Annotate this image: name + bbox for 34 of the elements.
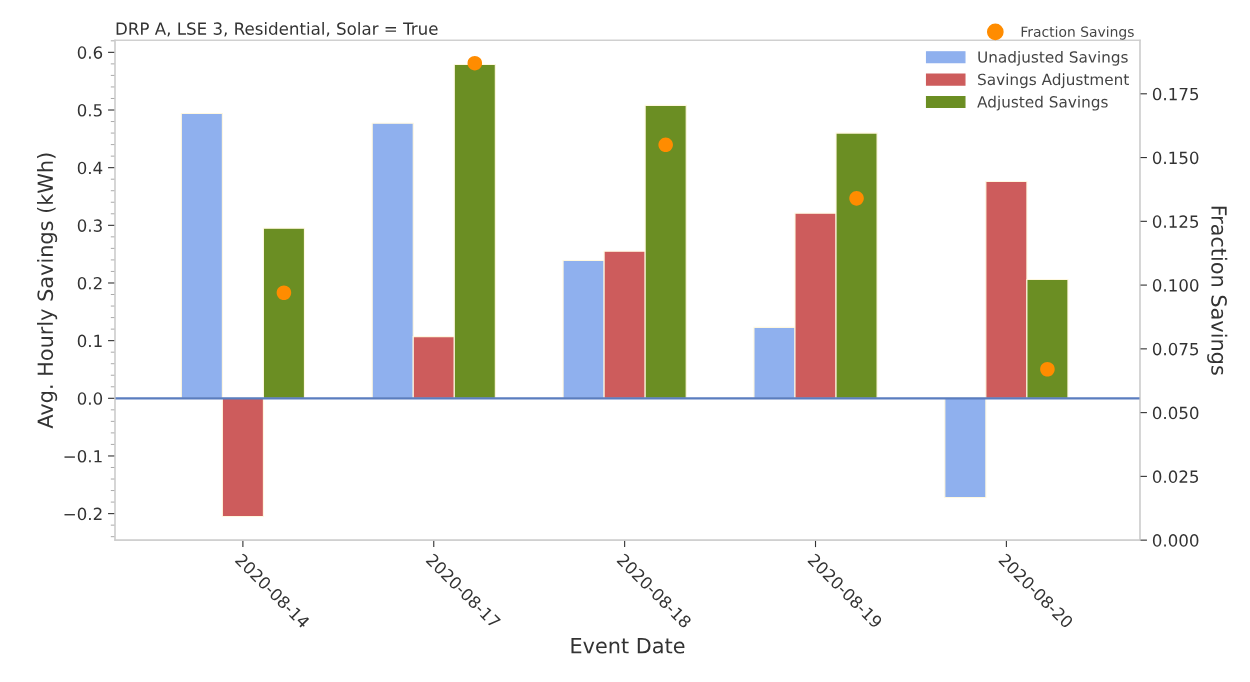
y-tick-label: 0.2 [77, 276, 102, 290]
y2-tick-label: 0.025 [1152, 470, 1199, 483]
y2-tick-label: 0.050 [1152, 406, 1199, 420]
y2-axis-title: Fraction Savings [1207, 206, 1228, 375]
legend-label: Adjusted Savings [977, 95, 1108, 111]
legend-label: Fraction Savings [1021, 26, 1134, 40]
point [276, 285, 292, 301]
y2-tick-label: 0.125 [1152, 215, 1199, 228]
y2-tick-label: 0.000 [1152, 534, 1199, 547]
point [467, 55, 483, 71]
bar [180, 112, 223, 399]
y-tick-label: 0.0 [77, 392, 103, 405]
point [849, 191, 864, 206]
y2-tick-label: 0.175 [1152, 87, 1199, 101]
y2-tick-label: 0.150 [1152, 151, 1199, 165]
bar [944, 397, 987, 499]
legend-label: Unadjusted Savings [978, 50, 1128, 66]
y-tick-label: −0.1 [64, 449, 102, 463]
y-tick-label: 0.5 [77, 103, 102, 117]
point [1040, 361, 1055, 377]
point [658, 137, 673, 153]
y-axis-title: Avg. Hourly Savings (kWh) [37, 153, 58, 429]
chart-title: DRP A, LSE 3, Residential, Solar = True [116, 22, 438, 37]
x-axis-title: Event Date [571, 638, 685, 654]
y-tick-label: 0.4 [77, 161, 103, 175]
y2-tick-label: 0.075 [1152, 342, 1199, 356]
y-tick-label: 0.3 [77, 219, 102, 232]
y2-tick-label: 0.100 [1152, 279, 1199, 292]
bar [221, 397, 264, 518]
bar [262, 227, 305, 399]
y-tick-label: −0.2 [64, 507, 102, 521]
y-tick-label: 0.1 [77, 334, 102, 348]
legend-label: Savings Adjustment [978, 73, 1129, 89]
y-tick-label: 0.6 [77, 46, 103, 59]
